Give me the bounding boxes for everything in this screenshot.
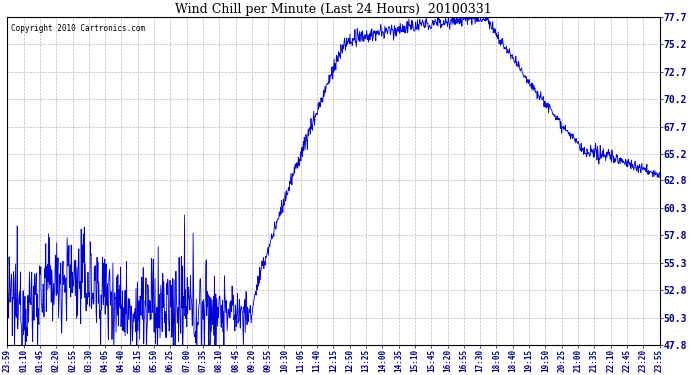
Title: Wind Chill per Minute (Last 24 Hours)  20100331: Wind Chill per Minute (Last 24 Hours) 20…	[175, 3, 492, 16]
Text: Copyright 2010 Cartronics.com: Copyright 2010 Cartronics.com	[10, 24, 145, 33]
